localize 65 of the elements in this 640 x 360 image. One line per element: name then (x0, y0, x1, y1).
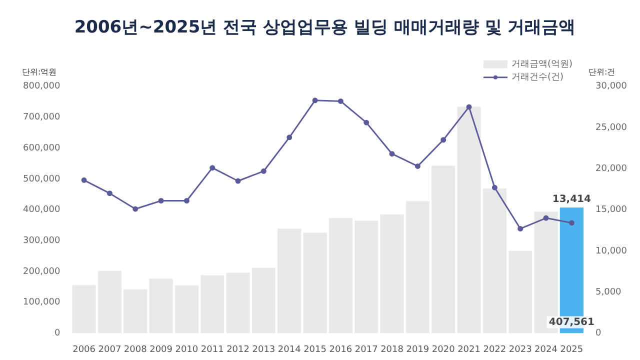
x-tick-label: 2024 (534, 344, 558, 355)
x-tick-label: 2016 (329, 344, 352, 355)
point (414, 163, 420, 169)
y2-tick-label: 0 (596, 328, 602, 339)
point (184, 198, 190, 204)
x-tick-label: 2007 (98, 344, 122, 355)
point (440, 137, 446, 143)
point (543, 215, 549, 221)
y-tick-label: 100,000 (23, 298, 60, 308)
x-tick-label: 2020 (432, 344, 456, 355)
point (364, 120, 370, 126)
point (210, 165, 216, 171)
point (81, 177, 87, 183)
y2-tick-label: 10,000 (596, 246, 628, 256)
y2-tick-label: 15,000 (596, 205, 628, 216)
bar (482, 188, 506, 334)
bar (457, 106, 481, 334)
point (568, 220, 574, 226)
x-tick-label: 2017 (354, 344, 378, 355)
y-tick-label: 400,000 (23, 205, 60, 216)
point (260, 168, 266, 174)
y2-axis-title: 단위:건 (588, 67, 616, 76)
point (158, 198, 164, 204)
y2-tick-label: 25,000 (596, 122, 628, 133)
x-tick-label: 2008 (124, 344, 148, 355)
x-tick-label: 2014 (278, 344, 302, 355)
x-tick-label: 2019 (406, 344, 430, 355)
x-tick-label: 2006 (72, 344, 96, 355)
x-tick-label: 2023 (508, 344, 532, 355)
y-tick-label: 200,000 (23, 266, 60, 277)
x-tick-label: 2021 (458, 344, 480, 355)
y-tick-label: 700,000 (23, 112, 60, 123)
y-tick-label: 300,000 (23, 236, 60, 246)
legend-label: 거래금액(억원) (511, 60, 573, 70)
x-tick-label: 2009 (150, 344, 173, 355)
x-tick-label: 2015 (304, 344, 326, 355)
point (106, 190, 112, 196)
y2-tick-label: 5,000 (596, 287, 622, 298)
x-tick-label: 2022 (483, 344, 506, 355)
point (286, 134, 292, 140)
x-tick-label: 2018 (380, 344, 404, 355)
x-tick-label: 2013 (252, 344, 276, 355)
point (389, 151, 395, 157)
legend-label: 거래건수(건) (511, 72, 564, 83)
point (312, 98, 318, 104)
point (466, 104, 472, 110)
x-tick-label: 2011 (200, 344, 224, 355)
y2-tick-label: 20,000 (596, 164, 628, 174)
x-tick-label: 2025 (560, 344, 584, 355)
data-label: 407,561 (548, 316, 594, 328)
y-tick-label: 0 (54, 328, 60, 339)
point (518, 226, 524, 232)
x-tick-label: 2010 (175, 344, 198, 355)
y-tick-label: 600,000 (23, 143, 60, 154)
point (132, 206, 138, 212)
y2-tick-label: 30,000 (596, 82, 628, 92)
point (235, 178, 241, 184)
x-tick-label: 2012 (226, 344, 250, 355)
data-label: 13,414 (552, 194, 592, 206)
y-axis-title: 단위:억원 (22, 67, 57, 76)
y-tick-label: 500,000 (23, 174, 60, 184)
chart-title: 2006년~2025년 전국 상업업무용 빌딩 매매거래량 및 거래금액 (74, 18, 576, 38)
point (338, 98, 344, 104)
point (492, 184, 498, 190)
y-tick-label: 800,000 (23, 82, 60, 92)
